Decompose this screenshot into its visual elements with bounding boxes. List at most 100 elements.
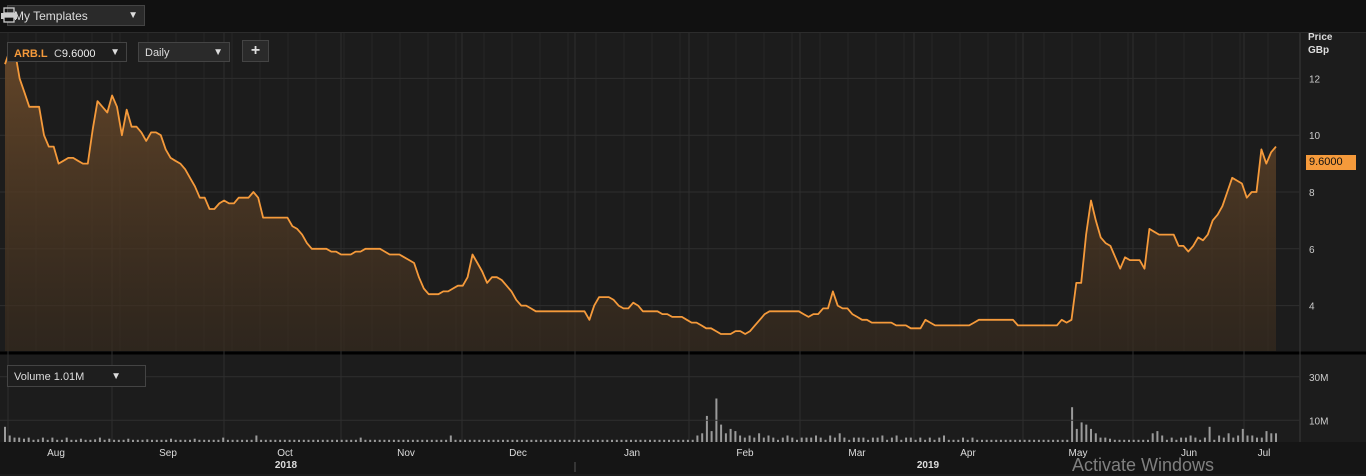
symbol-dropdown[interactable]: ARB.L C9.6000 ▼ (7, 42, 127, 62)
volume-bar (56, 439, 59, 442)
volume-bar (701, 433, 704, 442)
volume-bar (947, 439, 950, 442)
activate-windows-watermark: Activate Windows (1072, 455, 1215, 475)
volume-bar (103, 439, 106, 442)
volume-bar (298, 439, 300, 442)
volume-bar (445, 439, 448, 442)
volume-bar (350, 439, 353, 442)
price-chart-svg[interactable]: 4 6 8 10 12 Price GBp 10M 30M Aug Sep Oct Nov Dec Jan F… (0, 33, 1366, 474)
volume-bar (596, 439, 599, 442)
volume-bar (796, 439, 798, 442)
volume-bar (1104, 437, 1107, 442)
chevron-down-icon: ▼ (128, 10, 138, 21)
volume-bar (1099, 437, 1102, 442)
y-axis-title: Price (1308, 33, 1333, 43)
volume-bar (601, 439, 604, 442)
volume-bar (250, 439, 253, 442)
volume-bar (1132, 439, 1135, 442)
volume-bar (634, 439, 637, 442)
volume-bar (743, 437, 746, 442)
volume-dropdown[interactable]: Volume 1.01M ▼ (7, 365, 146, 387)
volume-bar (1246, 435, 1249, 442)
volume-bar (317, 439, 319, 442)
volume-bar (1189, 435, 1192, 442)
volume-bar (1175, 439, 1178, 442)
volume-bar (502, 439, 504, 442)
print-icon[interactable] (0, 7, 18, 23)
volume-bar (933, 439, 936, 442)
volume-bar (94, 439, 97, 442)
volume-bar (392, 439, 395, 442)
volume-bar (241, 439, 244, 442)
volume-bar (165, 439, 168, 442)
volume-bar (772, 437, 775, 442)
price-area (5, 50, 1276, 351)
volume-bar (27, 437, 30, 442)
volume-bar (1256, 437, 1258, 442)
volume-tick-label: 30M (1309, 373, 1328, 384)
volume-bar (212, 439, 215, 442)
volume-bar (487, 439, 490, 442)
volume-bar (170, 438, 172, 442)
volume-bar (18, 437, 21, 442)
volume-bar (1151, 433, 1154, 442)
volume-bar (160, 439, 163, 442)
volume-bar (146, 439, 149, 442)
volume-bar (1237, 435, 1240, 442)
volume-bar (962, 437, 964, 442)
volume-bar (511, 439, 514, 442)
volume-bar (1037, 439, 1040, 442)
volume-bar (630, 439, 632, 442)
volume-bar (89, 439, 92, 442)
x-tick-label: Jul (1258, 448, 1271, 459)
volume-bar (179, 439, 182, 442)
volume-bar (587, 439, 590, 442)
volume-bar (1232, 437, 1235, 442)
volume-bar (245, 439, 248, 442)
volume-bar (1071, 407, 1074, 442)
volume-bar (1137, 439, 1140, 442)
add-indicator-button[interactable]: + (242, 40, 269, 62)
volume-bar (75, 439, 78, 442)
volume-bar (1090, 428, 1092, 442)
volume-bar (720, 424, 723, 442)
volume-bar (833, 437, 836, 442)
volume-bar (373, 439, 376, 442)
volume-bar (468, 439, 471, 442)
volume-bar (70, 439, 73, 442)
volume-bar (549, 439, 552, 442)
interval-dropdown[interactable]: Daily ▼ (138, 42, 230, 62)
volume-bar (60, 439, 63, 442)
interval-label: Daily (145, 47, 170, 59)
volume-bar (658, 439, 661, 442)
volume-bar (871, 437, 874, 442)
y-axis-unit: GBp (1308, 45, 1329, 56)
volume-bar (544, 439, 547, 442)
volume-bar (1180, 437, 1183, 442)
volume-bar (966, 439, 969, 442)
volume-bar (1113, 439, 1116, 442)
volume-bar (838, 433, 841, 442)
chart-container: 4 6 8 10 12 Price GBp 10M 30M Aug Sep Oct Nov Dec Jan F… (0, 33, 1366, 474)
volume-bar (1218, 435, 1221, 442)
volume-bar (1080, 422, 1083, 442)
volume-bar (127, 438, 130, 442)
templates-dropdown[interactable]: My Templates ▼ (7, 5, 145, 26)
volume-bar (530, 439, 533, 442)
x-tick-label: Dec (509, 448, 527, 459)
x-tick-label: May (1069, 448, 1088, 459)
volume-bar (791, 437, 794, 442)
x-tick-label: Sep (159, 448, 177, 459)
volume-bar (691, 439, 694, 442)
volume-bar (786, 435, 789, 442)
volume-bar (677, 439, 680, 442)
volume-bar (459, 439, 462, 442)
volume-bar (734, 431, 737, 442)
price-line (4, 49, 1277, 335)
volume-bar (236, 439, 239, 442)
volume-bar (862, 437, 865, 442)
volume-bar (710, 431, 713, 442)
volume-bar (881, 435, 884, 442)
plus-icon: + (250, 42, 261, 59)
volume-bar (506, 439, 509, 442)
